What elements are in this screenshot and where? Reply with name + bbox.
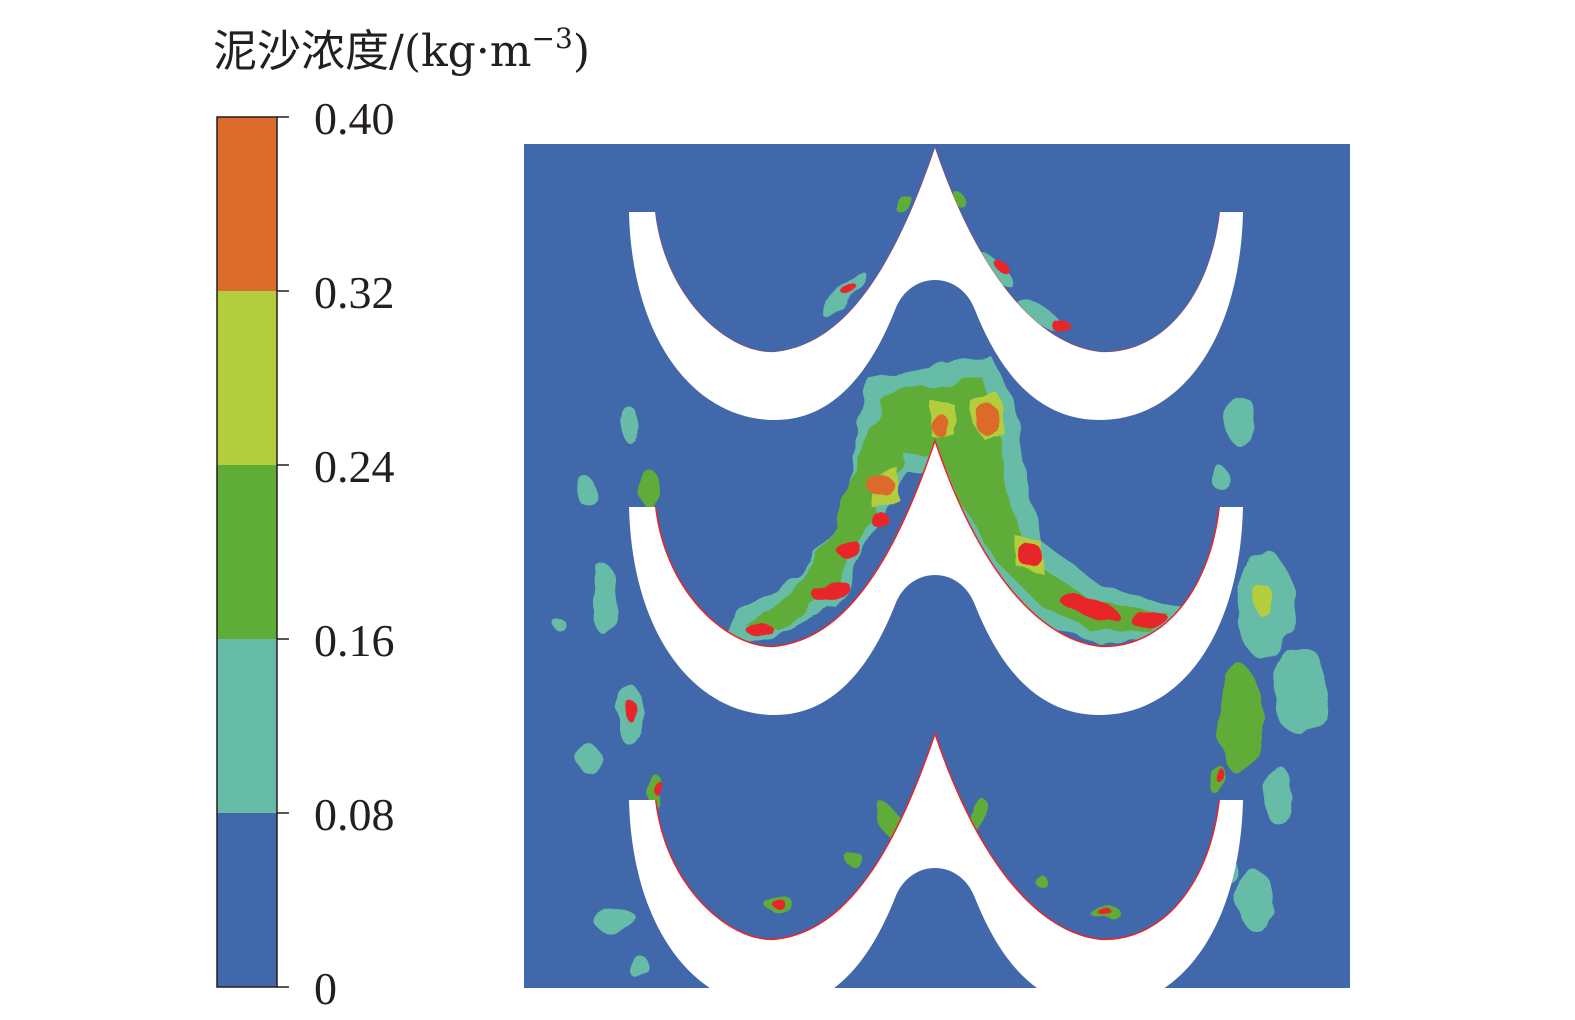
region-44 (656, 782, 664, 798)
region-54 (1034, 874, 1046, 886)
region-36 (1264, 765, 1292, 825)
legend-band-0 (217, 813, 277, 987)
region-52 (1098, 908, 1112, 916)
region-18 (1017, 300, 1063, 330)
blade-1 (629, 148, 1243, 420)
region-37 (1237, 870, 1273, 930)
region-15 (746, 624, 774, 636)
region-21 (993, 258, 1007, 272)
region-1 (745, 375, 1170, 632)
legend-ticks: 0 0.08 0.16 0.24 0.32 0.40 (277, 93, 395, 1014)
blade-2 (629, 443, 1243, 715)
region-11 (1018, 543, 1042, 567)
legend-band-2 (217, 465, 277, 639)
region-24 (621, 407, 639, 443)
legend-title: 泥沙浓度/(kg·m−3) (213, 22, 590, 77)
region-19 (1050, 320, 1070, 330)
region-20 (843, 283, 857, 297)
legend-title-main: 泥沙浓度/(kg·m (213, 26, 532, 77)
region-35 (1218, 665, 1262, 775)
legend-tick-label-3: 0.24 (314, 441, 395, 492)
contour-plot (524, 144, 1350, 988)
region-40 (630, 956, 650, 980)
region-22 (898, 195, 912, 215)
legend-title-sup: −3 (532, 22, 573, 55)
region-14 (813, 578, 847, 602)
region-29 (625, 702, 639, 722)
blade-3 (629, 736, 1243, 988)
legend-band-1 (217, 639, 277, 813)
legend-band-4 (217, 117, 277, 291)
region-23 (953, 190, 967, 210)
region-10 (871, 512, 889, 528)
legend-tick-label-0: 0 (314, 963, 337, 1014)
region-9 (838, 540, 862, 560)
legend-bar-frame (216, 116, 278, 988)
region-25 (575, 476, 595, 504)
region-39 (593, 908, 637, 932)
region-41 (578, 746, 602, 774)
legend-title-end: ) (573, 26, 590, 77)
region-6 (866, 475, 894, 495)
region-12 (1060, 596, 1120, 620)
region-42 (554, 619, 566, 631)
region-30 (1224, 395, 1256, 445)
impeller-blades (629, 147, 1243, 988)
legend-band-3 (217, 291, 277, 465)
region-26 (640, 470, 660, 510)
legend-tick-label-4: 0.32 (314, 267, 395, 318)
region-8 (930, 415, 950, 435)
legend-tick-label-5: 0.40 (314, 93, 395, 144)
region-7 (976, 404, 1000, 436)
region-33 (1253, 584, 1273, 616)
legend-colorbar (216, 116, 278, 988)
region-13 (1130, 612, 1170, 628)
region-27 (591, 565, 619, 635)
concentration-regions (554, 190, 1328, 980)
legend-tick-label-1: 0.08 (314, 789, 395, 840)
region-43 (647, 774, 663, 806)
region-53 (847, 852, 863, 868)
legend-tick-label-2: 0.16 (314, 615, 395, 666)
region-46 (1216, 767, 1224, 783)
region-50 (773, 901, 787, 909)
region-34 (1272, 645, 1328, 735)
region-31 (1214, 468, 1230, 492)
